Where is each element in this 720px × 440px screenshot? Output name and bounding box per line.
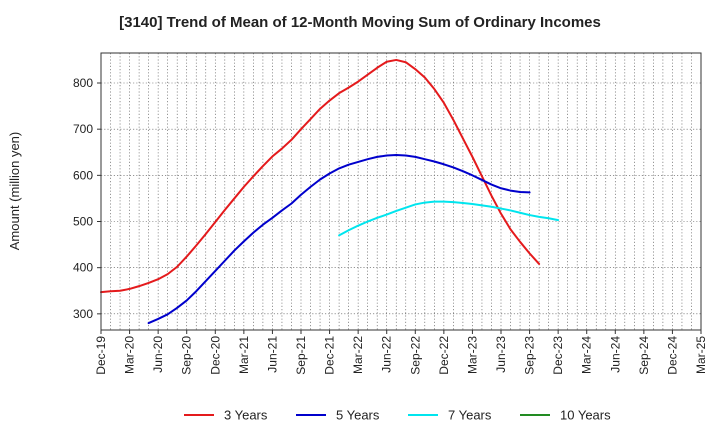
grid-lines: [101, 53, 701, 330]
legend-label: 5 Years: [336, 408, 380, 423]
x-tick-label: Sep-24: [637, 336, 651, 375]
x-tick-label: Mar-20: [123, 336, 137, 374]
x-tick-label: Mar-25: [694, 336, 708, 374]
x-tick-label: Dec-20: [208, 336, 222, 375]
y-tick-label: 500: [73, 215, 93, 229]
plot-area: [101, 53, 701, 330]
x-tick-label: Dec-23: [551, 336, 565, 375]
x-tick-label: Sep-23: [523, 336, 537, 375]
series-lines: [100, 58, 560, 325]
legend-label: 3 Years: [224, 408, 268, 423]
x-tick-label: Sep-21: [294, 336, 308, 375]
x-tick-labels: Dec-19 Mar-20 Jun-20 Sep-20 Dec-20 Mar-21 Jun-…: [94, 330, 708, 375]
y-tick-label: 600: [73, 168, 93, 182]
x-tick-label: Jun-24: [608, 336, 622, 373]
y-tick-labels: 300 400 500 600 700 800: [73, 76, 101, 321]
x-tick-label: Jun-20: [151, 336, 165, 373]
y-tick-label: 300: [73, 307, 93, 321]
y-tick-label: 800: [73, 76, 93, 90]
legend-label: 10 Years: [560, 408, 611, 423]
y-axis-title: Amount (million yen): [7, 132, 22, 251]
x-tick-label: Sep-20: [180, 336, 194, 375]
legend-label: 7 Years: [448, 408, 492, 423]
x-tick-label: Dec-19: [94, 336, 108, 375]
x-tick-label: Mar-24: [580, 336, 594, 374]
x-tick-label: Mar-21: [237, 336, 251, 374]
series-line-5-years: [147, 154, 531, 325]
x-tick-label: Mar-22: [351, 336, 365, 374]
x-tick-label: Dec-21: [323, 336, 337, 375]
x-tick-label: Mar-23: [465, 336, 479, 374]
series-line-7-years: [338, 200, 560, 237]
x-tick-label: Dec-24: [665, 336, 679, 375]
x-tick-label: Jun-23: [494, 336, 508, 373]
x-tick-label: Jun-21: [265, 336, 279, 373]
y-tick-label: 700: [73, 122, 93, 136]
x-tick-label: Jun-22: [380, 336, 394, 373]
x-tick-label: Dec-22: [437, 336, 451, 375]
x-tick-label: Sep-22: [408, 336, 422, 375]
y-tick-label: 400: [73, 261, 93, 275]
chart-title: [3140] Trend of Mean of 12-Month Moving …: [119, 14, 601, 31]
plot-frame: [100, 52, 702, 331]
series-line-3-years: [100, 58, 541, 294]
legend: 3 Years 5 Years 7 Years 10 Years: [184, 408, 611, 423]
